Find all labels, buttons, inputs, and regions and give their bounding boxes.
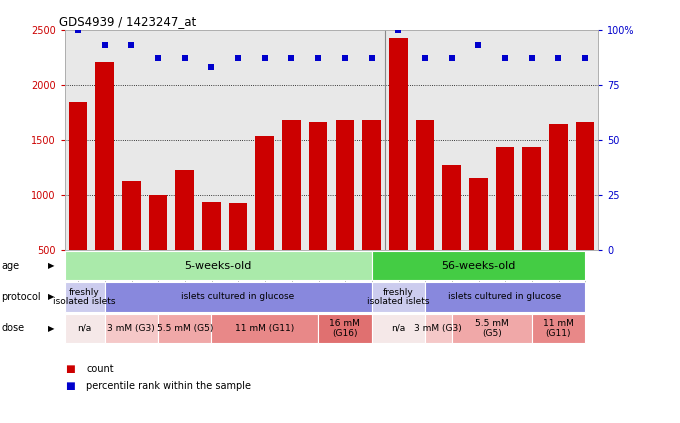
Text: ■: ■ (65, 381, 74, 391)
Point (500, 55, 511, 62)
Text: percentile rank within the sample: percentile rank within the sample (86, 381, 252, 391)
Bar (105, 313, 158, 343)
Text: islets cultured in glucose: islets cultured in glucose (448, 292, 562, 302)
Point (420, 55, 430, 62)
Bar (202, 202, 221, 305)
Bar (362, 120, 381, 305)
Text: freshly
isolated islets: freshly isolated islets (367, 288, 430, 306)
Bar (211, 313, 318, 343)
Bar (318, 313, 371, 343)
Bar (371, 313, 425, 343)
Bar (149, 195, 167, 305)
Bar (65, 251, 371, 280)
Bar (442, 165, 461, 305)
Point (99, 41, 110, 48)
Text: 3 mM (G3): 3 mM (G3) (414, 324, 462, 333)
Text: islets cultured in glucose: islets cultured in glucose (182, 292, 294, 302)
Text: 5.5 mM (G5): 5.5 mM (G5) (156, 324, 213, 333)
Point (526, 55, 537, 62)
Bar (69, 102, 87, 305)
Point (233, 55, 243, 62)
Bar (256, 136, 274, 305)
Point (446, 55, 457, 62)
Point (152, 55, 163, 62)
Text: count: count (86, 364, 114, 374)
Bar (496, 147, 514, 305)
Bar (228, 203, 248, 305)
Bar (522, 147, 541, 305)
Point (473, 41, 483, 48)
Point (73, 26, 84, 33)
Bar (415, 120, 435, 305)
Bar (122, 181, 141, 305)
Point (313, 55, 324, 62)
Text: 11 mM
(G11): 11 mM (G11) (543, 319, 574, 338)
Bar (371, 282, 425, 312)
Point (366, 55, 377, 62)
Point (126, 41, 137, 48)
Point (579, 55, 590, 62)
Point (259, 55, 270, 62)
Text: age: age (1, 261, 20, 271)
Bar (576, 122, 594, 305)
Text: dose: dose (1, 323, 24, 333)
Text: ▶: ▶ (48, 292, 54, 302)
Bar (452, 313, 532, 343)
Point (339, 55, 350, 62)
Bar (532, 313, 585, 343)
Point (206, 63, 217, 70)
Bar (335, 120, 354, 305)
Bar (105, 282, 371, 312)
Text: 11 mM (G11): 11 mM (G11) (235, 324, 294, 333)
Bar (282, 120, 301, 305)
Text: freshly
isolated islets: freshly isolated islets (53, 288, 116, 306)
Bar (425, 282, 585, 312)
Bar (95, 61, 114, 305)
Text: 56-weeks-old: 56-weeks-old (441, 261, 515, 271)
Text: 5.5 mM
(G5): 5.5 mM (G5) (475, 319, 509, 338)
Text: ■: ■ (65, 364, 74, 374)
Text: GDS4939 / 1423247_at: GDS4939 / 1423247_at (59, 16, 197, 28)
Text: 3 mM (G3): 3 mM (G3) (107, 324, 155, 333)
Text: n/a: n/a (78, 324, 92, 333)
Bar (65, 282, 105, 312)
Bar (175, 170, 194, 305)
Point (180, 55, 190, 62)
Text: 16 mM
(G16): 16 mM (G16) (329, 319, 360, 338)
Point (553, 55, 564, 62)
Bar (309, 122, 328, 305)
Text: n/a: n/a (391, 324, 405, 333)
Text: ▶: ▶ (48, 324, 54, 333)
Point (286, 55, 297, 62)
Bar (549, 124, 568, 305)
Bar (65, 313, 105, 343)
Bar (469, 178, 488, 305)
Text: 5-weeks-old: 5-weeks-old (184, 261, 252, 271)
Text: protocol: protocol (1, 292, 41, 302)
Bar (425, 313, 452, 343)
Bar (389, 38, 407, 305)
Bar (158, 313, 211, 343)
Bar (371, 251, 585, 280)
Point (393, 26, 404, 33)
Text: ▶: ▶ (48, 261, 54, 270)
